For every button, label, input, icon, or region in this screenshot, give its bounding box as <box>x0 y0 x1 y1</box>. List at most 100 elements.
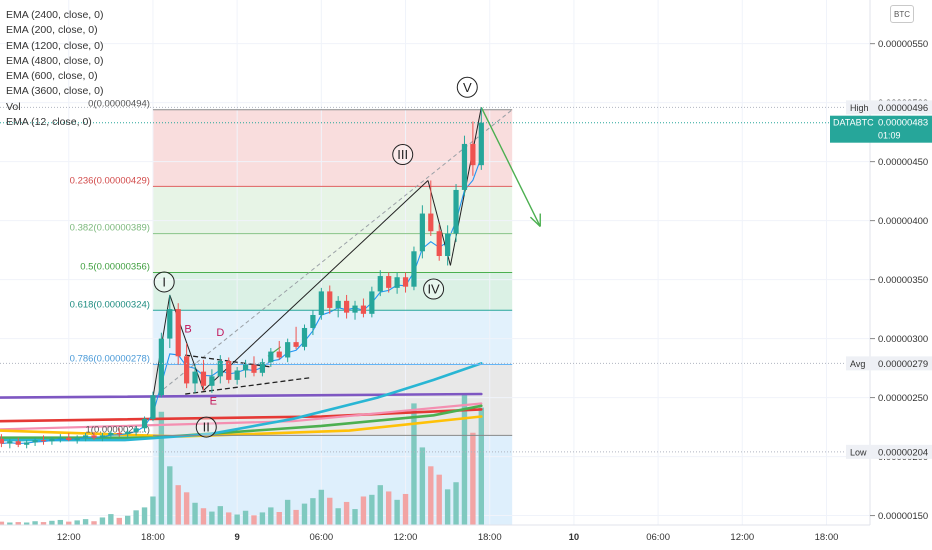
candle-body <box>360 305 367 314</box>
triangle-lower-line <box>185 376 312 395</box>
wave-label-circle <box>153 271 175 293</box>
candle-body <box>285 342 291 358</box>
candle-body <box>200 371 207 386</box>
time-axis[interactable]: 12:00 18:00 9 06:00 12:00 18:00 10 06:00 12:00 18… <box>0 524 932 550</box>
ema-lines <box>0 156 483 445</box>
price-tag-label: Low <box>850 447 867 457</box>
time-tick-label: 18:00 <box>141 532 165 543</box>
volume-bar <box>183 492 190 525</box>
currency-badge[interactable]: BTC <box>890 5 914 23</box>
triangle-point-label: B <box>184 324 191 336</box>
candle-body <box>310 315 316 328</box>
ema-12-line <box>0 156 482 445</box>
price-tag-label: High <box>850 103 869 113</box>
fib-zone <box>152 109 513 187</box>
price-tick-label: 0.00000350 <box>878 275 928 286</box>
volume-bar <box>15 522 21 525</box>
fib-level-label: 1(0.0000021...) <box>86 424 150 435</box>
volume-bar <box>32 521 38 525</box>
ema-3600-line <box>0 402 483 431</box>
wave-label: II <box>203 420 210 435</box>
fib-level-label: 0.618(0.00000324) <box>70 299 150 310</box>
legend-item[interactable]: EMA (1200, close, 0) <box>6 39 104 52</box>
volume-bar <box>259 512 266 525</box>
volume-bar <box>369 494 375 525</box>
volume-bar <box>394 499 400 525</box>
candle-body <box>276 351 282 358</box>
volume-bar <box>99 517 106 525</box>
wave-label-circle <box>423 278 445 300</box>
candle-body <box>141 418 148 429</box>
candle-body <box>150 395 156 419</box>
candle-body <box>268 351 274 363</box>
volume-bar <box>444 489 451 525</box>
wave-label: V <box>463 80 472 95</box>
candle-body <box>57 437 63 439</box>
legend-item[interactable]: EMA (3600, close, 0) <box>6 85 104 98</box>
candle-body <box>343 300 350 313</box>
legend-item[interactable]: Vol <box>6 100 21 113</box>
volume-bar <box>377 485 383 525</box>
legend-item[interactable]: EMA (200, close, 0) <box>6 24 98 37</box>
volume-bar <box>217 506 224 525</box>
candle-body <box>318 291 324 315</box>
volume-bar <box>158 411 165 525</box>
time-tick-label: 18:00 <box>815 532 839 543</box>
time-tick-label: 12:00 <box>394 532 418 543</box>
triangle-point-label: D <box>216 327 224 339</box>
volume-bar <box>461 395 468 525</box>
price-axis[interactable]: 0.000005500.000005000.000004500.00000400… <box>869 0 932 550</box>
volume-bar <box>7 522 13 525</box>
price-tag-symbol: DATABTC <box>833 118 874 128</box>
wave-label-circle <box>456 76 478 98</box>
ema-200-line <box>0 362 483 442</box>
volume-bar <box>453 482 459 525</box>
candle-body <box>74 437 80 441</box>
time-axis-bg <box>0 525 932 550</box>
candle-body <box>478 122 484 166</box>
candle-body <box>369 291 375 314</box>
time-tick-label: 06:00 <box>646 532 670 543</box>
price-tag-value: 0.00000496 <box>878 103 928 114</box>
indicator-legend: EMA (2400, close, 0) EMA (200, close, 0)… <box>6 8 103 130</box>
candle-body <box>91 435 97 438</box>
candle-body <box>217 361 223 377</box>
ema-2400-line <box>0 408 483 423</box>
legend-item[interactable]: EMA (4800, close, 0) <box>6 54 104 67</box>
candle-body <box>192 371 198 384</box>
candle-body <box>7 441 13 444</box>
volume-bar <box>301 503 308 525</box>
candle-body <box>133 428 139 432</box>
candle-body <box>327 291 333 308</box>
candle-body <box>470 143 476 166</box>
time-tick-label: 12:00 <box>730 532 754 543</box>
candle-body <box>99 435 106 438</box>
projection-arrow-head <box>529 216 541 228</box>
price-tag-box <box>830 115 932 143</box>
wave-line <box>169 294 204 391</box>
volume-bar <box>343 501 350 525</box>
volume-bar <box>318 489 325 525</box>
candle-body <box>461 143 468 190</box>
candle-body <box>175 309 181 357</box>
volume-bar <box>411 403 417 525</box>
volume-bars <box>0 395 485 525</box>
fib-level-label: 0.236(0.00000429) <box>70 175 150 186</box>
volume-bar <box>385 491 392 525</box>
price-tag-box <box>846 100 932 115</box>
legend-item[interactable]: EMA (600, close, 0) <box>6 70 98 83</box>
volume-bar <box>428 466 434 525</box>
candle-body <box>24 442 30 445</box>
candle-body <box>184 356 190 384</box>
volume-bar <box>478 407 485 525</box>
price-tick-label: 0.00000150 <box>878 511 928 522</box>
legend-item[interactable]: EMA (12, close, 0) <box>6 116 92 129</box>
volume-bar <box>284 499 291 525</box>
wave-label: IV <box>427 282 440 297</box>
price-tick-label: 0.00000300 <box>878 334 928 345</box>
fib-level-label: 0.382(0.00000389) <box>70 223 150 234</box>
legend-item[interactable]: EMA (2400, close, 0) <box>6 9 104 21</box>
time-tick-label: 12:00 <box>57 532 81 543</box>
